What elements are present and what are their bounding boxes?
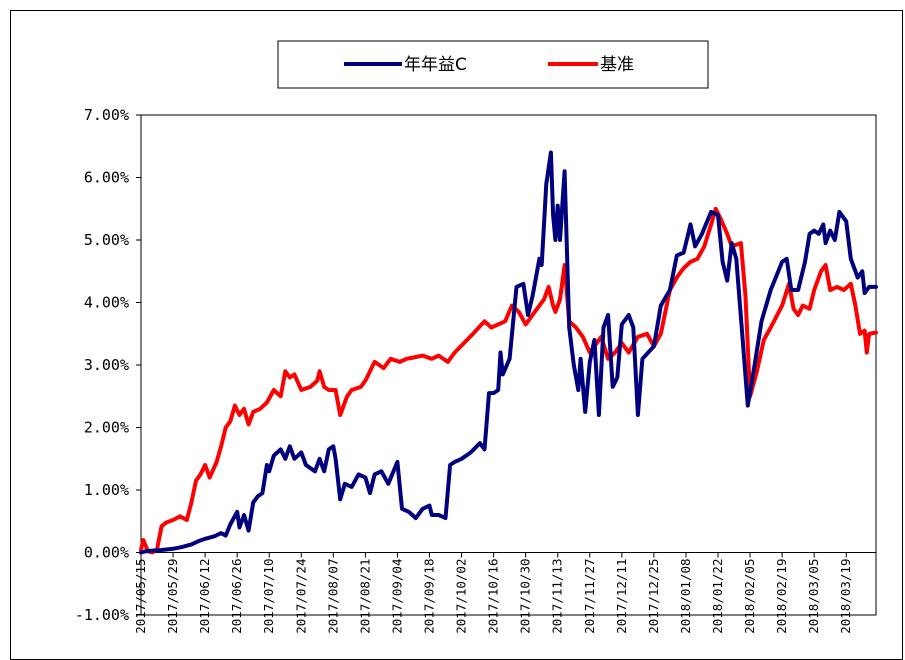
x-tick-label: 2017/10/02: [454, 559, 469, 634]
legend-label-series-1: 年年益C: [404, 55, 467, 75]
x-tick-label: 2017/10/30: [518, 559, 533, 634]
x-tick-label: 2018/01/08: [678, 559, 693, 634]
x-tick-label: 2018/02/19: [774, 559, 789, 634]
y-tick-label: 0.00%: [84, 544, 129, 562]
x-tick-label: 2017/12/25: [646, 559, 661, 634]
axes: -1.00% 0.00% 1.00% 2.00% 3.00% 4.00% 5.00% 6.00…: [75, 106, 876, 634]
y-tick-label: -1.00%: [75, 606, 129, 624]
x-tick-label: 2018/01/22: [710, 559, 725, 634]
y-tick-label: 6.00%: [84, 169, 129, 187]
x-tick-label: 2017/11/27: [582, 559, 597, 634]
x-tick-label: 2017/06/12: [197, 559, 212, 634]
x-tick-label: 2017/07/10: [261, 559, 276, 634]
x-tick-label: 2017/06/26: [229, 559, 244, 634]
x-tick-label: 2017/11/13: [550, 559, 565, 634]
x-tick-label: 2017/09/18: [422, 559, 437, 634]
x-tick-label: 2017/12/11: [614, 559, 629, 634]
x-tick-label: 2018/03/19: [838, 559, 853, 634]
x-tick-label: 2017/10/16: [486, 559, 501, 634]
y-tick-label: 5.00%: [84, 231, 129, 249]
x-tick-label: 2017/07/24: [293, 559, 308, 634]
series-line-benchmark: [139, 206, 878, 555]
x-tick-label: 2017/09/04: [389, 559, 404, 634]
y-tick-label: 1.00%: [84, 481, 129, 499]
x-tick-label: 2017/05/15: [133, 559, 148, 634]
series-layer: [139, 150, 878, 555]
legend: 年年益C 基准: [277, 40, 709, 89]
y-tick-label: 2.00%: [84, 419, 129, 437]
x-tick-label: 2017/08/07: [325, 559, 340, 634]
legend-box: [277, 40, 709, 89]
x-tick-label: 2018/03/05: [806, 559, 821, 634]
series-line-nnyc: [139, 150, 878, 555]
x-tick-label: 2017/08/21: [357, 559, 372, 634]
y-tick-label: 7.00%: [84, 106, 129, 124]
x-tick-label: 2017/05/29: [165, 559, 180, 634]
x-tick-label: 2018/02/05: [742, 559, 757, 634]
y-tick-label: 3.00%: [84, 356, 129, 374]
y-tick-label: 4.00%: [84, 294, 129, 312]
legend-label-series-2: 基准: [600, 55, 634, 75]
